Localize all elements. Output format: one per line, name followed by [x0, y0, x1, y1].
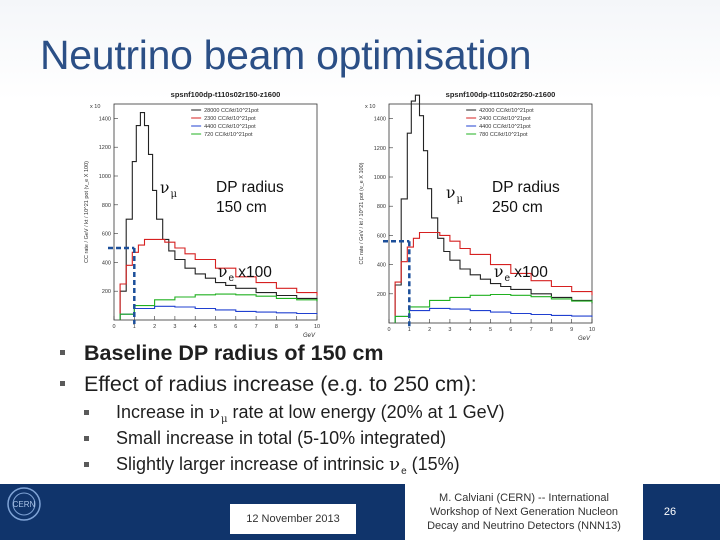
x-tick-label: 4 [469, 327, 472, 333]
x-tick-label: 5 [489, 327, 492, 333]
x-tick-label: 8 [275, 324, 278, 330]
x-tick-label: 7 [530, 327, 533, 333]
left-numu-label: νμ [160, 179, 177, 200]
y-tick-label: 200 [377, 292, 386, 298]
x-tick-label: 3 [448, 327, 451, 333]
series-nue_x100 [394, 231, 593, 323]
y-tick-label: 800 [377, 204, 386, 210]
footer-date: 12 November 2013 [230, 504, 356, 534]
x-tick-label: 1 [408, 327, 411, 333]
chart-left: spsnf100dp-t110s02r150-z1600 CC rate / Ge… [84, 90, 320, 339]
x-tick-label: 1 [133, 324, 136, 330]
bullet-marker [84, 436, 89, 441]
y-tick-label: 1400 [99, 116, 111, 122]
x-tick-label: 10 [314, 324, 320, 330]
y-tick-label: 1400 [374, 117, 386, 123]
x-axis-label: GeV [578, 336, 591, 342]
right-radius-label: DP radius 250 cm [492, 179, 560, 216]
x-tick-label: 4 [194, 324, 197, 330]
x-tick-label: 3 [173, 324, 176, 330]
series-nuebar [119, 293, 318, 320]
right-numu-label: νμ [446, 184, 463, 205]
sub-bullet-item: Slightly larger increase of intrinsic νe… [84, 454, 505, 480]
bullet-list: Baseline DP radius of 150 cm Effect of r… [60, 341, 477, 403]
y-tick-label: 400 [102, 260, 111, 266]
series-nue_x100 [119, 238, 318, 320]
series-nuebar [394, 293, 593, 323]
x-tick-label: 7 [255, 324, 258, 330]
x-tick-label: 10 [589, 327, 595, 333]
legend-entry: 780 CC/kt/10^21pot [479, 132, 528, 138]
x-tick-label: 9 [295, 324, 298, 330]
plot-left: spsnf100dp-t110s02r150-z1600 CC rate / Ge… [80, 88, 325, 340]
slide-title: Neutrino beam optimisation [40, 32, 532, 78]
x-tick-label: 8 [550, 327, 553, 333]
legend-entry: 2400 CC/kt/10^21pot [479, 116, 531, 122]
x-tick-label: 2 [153, 324, 156, 330]
y-tick-label: 1200 [99, 145, 111, 151]
footer-bar: CERN 12 November 2013 M. Calviani (CERN)… [0, 484, 720, 540]
y-axis-label: CC rate / GeV / kt / 10^21 pot (ν_e X 10… [84, 161, 90, 263]
y-tick-label: 1000 [99, 174, 111, 180]
series-numubar [119, 305, 318, 320]
x-tick-label: 6 [509, 327, 512, 333]
y-tick-label: 1000 [374, 175, 386, 181]
chart-title: spsnf100dp-t110s02r250-z1600 [446, 90, 556, 99]
series-numu [119, 112, 318, 320]
footer-author: M. Calviani (CERN) -- International Work… [405, 484, 643, 540]
sub-bullet-item: Small increase in total (5-10% integrate… [84, 428, 505, 454]
legend-entry: 720 CC/kt/10^21pot [204, 132, 253, 138]
bullet-item: Baseline DP radius of 150 cm [60, 341, 477, 372]
y-tick-label: 400 [377, 263, 386, 269]
x-tick-label: 9 [570, 327, 573, 333]
x-tick-label: 6 [234, 324, 237, 330]
legend-entry: 28000 CC/kt/10^21pot [204, 108, 259, 114]
bullet-item: Effect of radius increase (e.g. to 250 c… [60, 372, 477, 403]
y-tick-label: 1200 [374, 146, 386, 152]
x-axis-label: GeV [303, 333, 316, 339]
y-tick-label: 600 [102, 232, 111, 238]
chart-right: spsnf100dp-t110s02r250-z1600 CC rate / Ge… [359, 90, 595, 342]
bullet-marker [60, 350, 65, 355]
y-axis-label: CC rate / GeV / kt / 10^21 pot (ν_e X 10… [359, 162, 365, 264]
legend-entry: 4400 CC/kt/10^21pot [479, 124, 531, 130]
x-tick-label: 0 [387, 327, 390, 333]
plot-right: spsnf100dp-t110s02r250-z1600 CC rate / Ge… [355, 88, 600, 343]
title-background [0, 0, 720, 100]
cern-logo-text: CERN [13, 500, 36, 509]
chart-title: spsnf100dp-t110s02r150-z1600 [171, 90, 281, 99]
plot-frame [113, 103, 318, 321]
bullet-marker [60, 381, 65, 386]
bullet-marker [84, 410, 89, 415]
bullet-marker [84, 462, 89, 467]
x-tick-label: 0 [112, 324, 115, 330]
sub-bullet-list: Increase in νμ rate at low energy (20% a… [84, 402, 505, 480]
x-tick-label: 2 [428, 327, 431, 333]
y-tick-label: 200 [102, 289, 111, 295]
left-nue-label: νe x100 [218, 263, 272, 284]
legend-entry: 2300 CC/kt/10^21pot [204, 116, 256, 122]
legend-entry: 4400 CC/kt/10^21pot [204, 124, 256, 130]
y-tick-label: 800 [102, 203, 111, 209]
series-numubar [394, 307, 593, 323]
y-tick-label: 600 [377, 233, 386, 239]
right-nue-label: νe x100 [494, 263, 548, 284]
y-multiplier-label: x 10 [90, 104, 100, 110]
series-numu [394, 94, 593, 323]
sub-bullet-item: Increase in νμ rate at low energy (20% a… [84, 402, 505, 428]
x-tick-label: 5 [214, 324, 217, 330]
legend-entry: 42000 CC/kt/10^21pot [479, 108, 534, 114]
cern-logo-icon: CERN [7, 487, 41, 521]
page-number: 26 [663, 506, 677, 518]
y-multiplier-label: x 10 [365, 104, 375, 110]
left-radius-label: DP radius 150 cm [216, 179, 284, 216]
